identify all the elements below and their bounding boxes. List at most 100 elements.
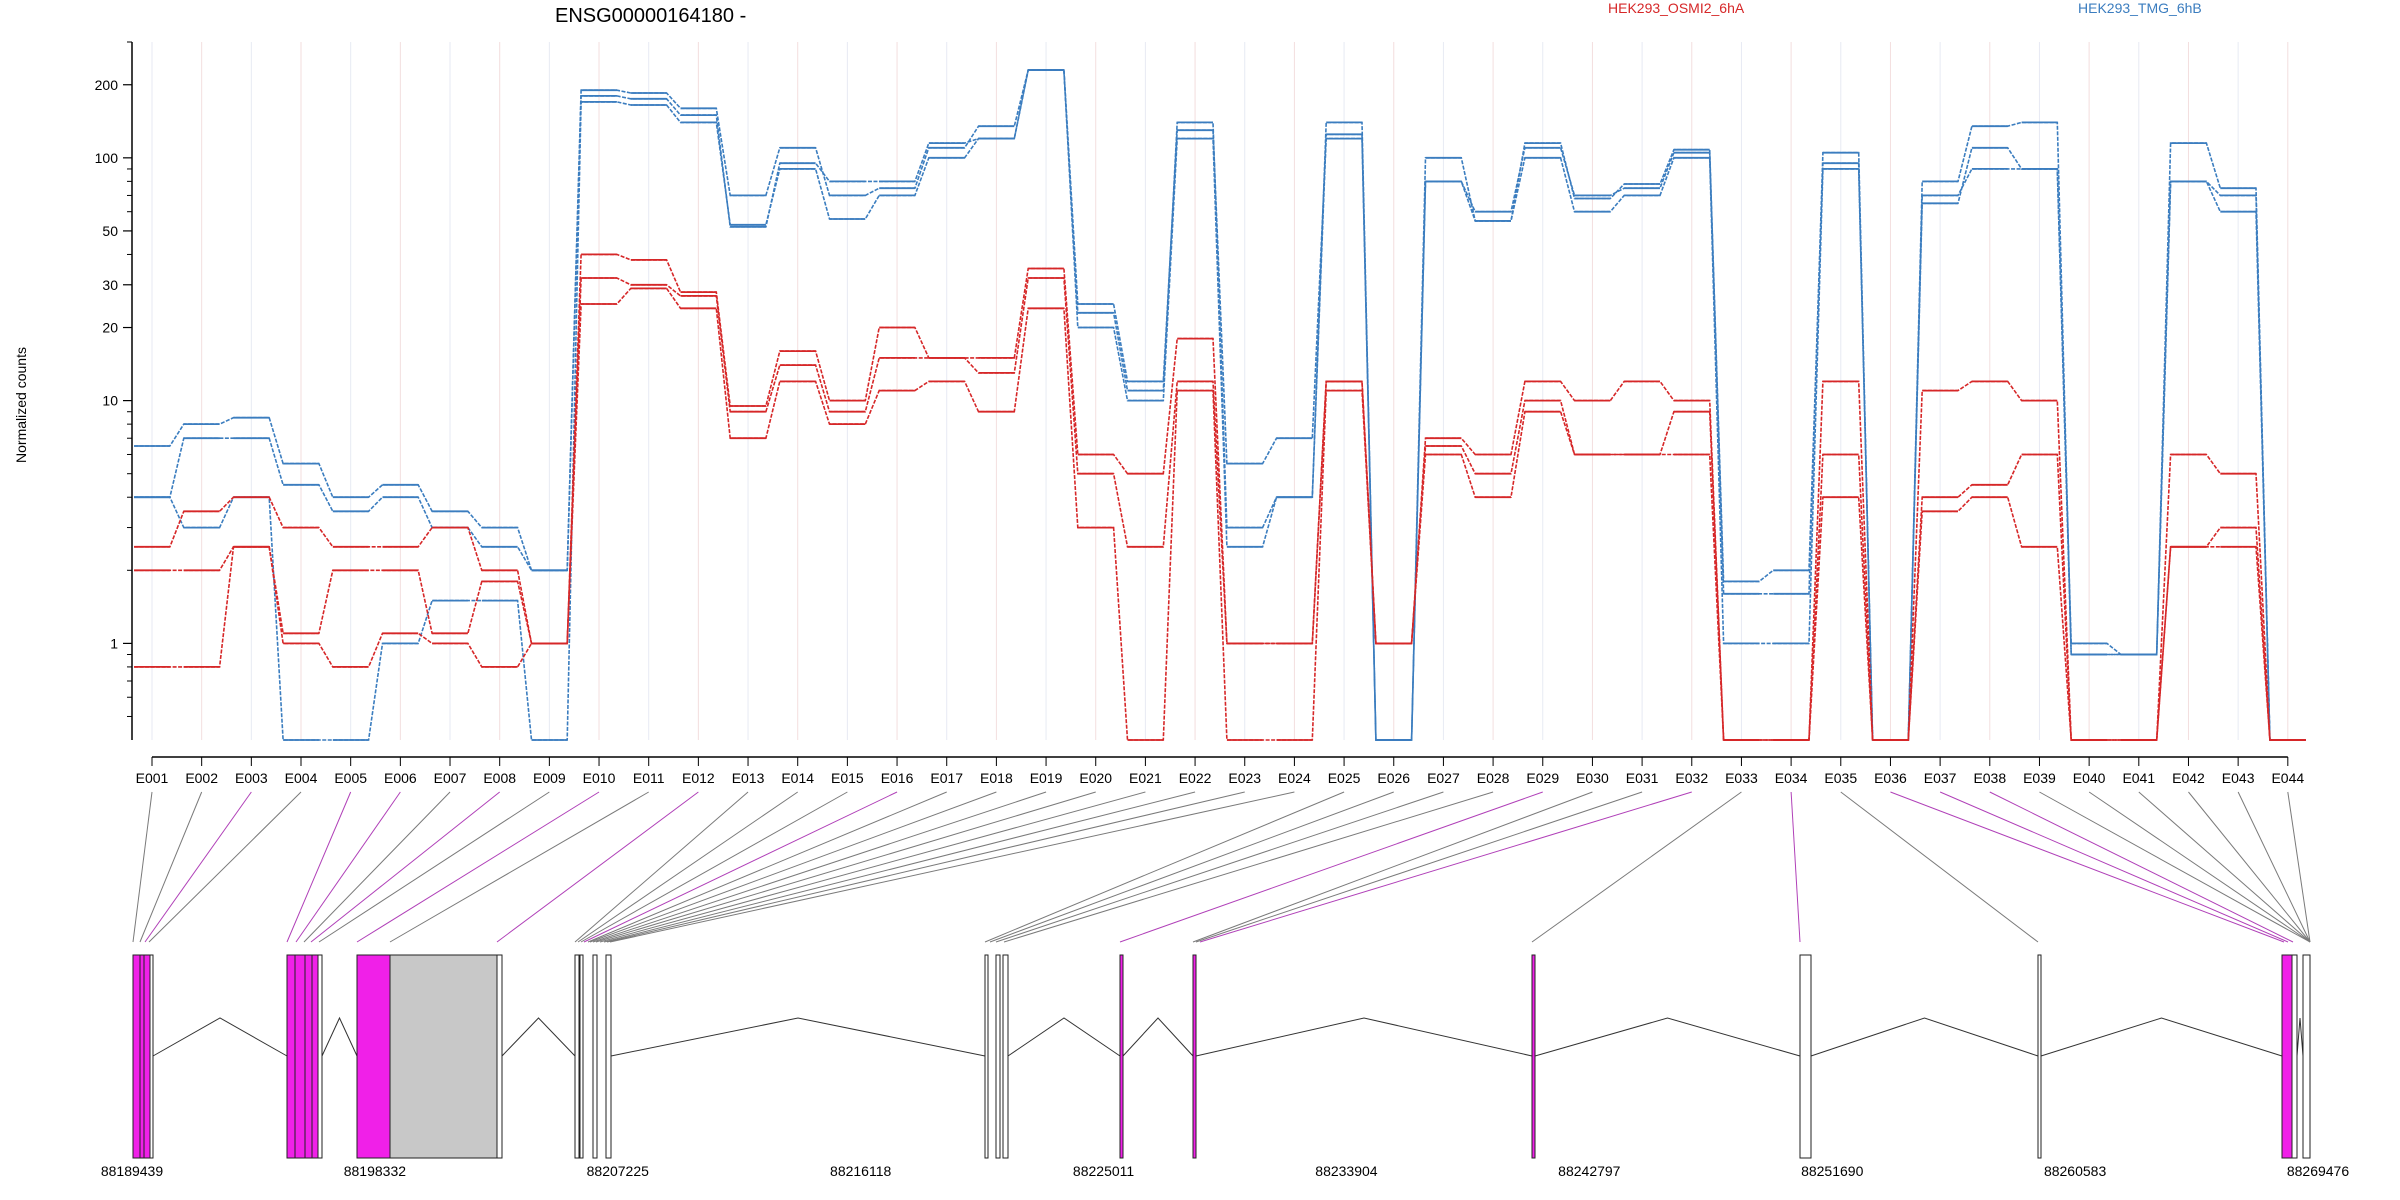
intron-line [501,1017,576,1057]
exon-connector [1192,791,1593,943]
exon-block [139,954,145,1159]
exon-connector [1890,791,2285,943]
x-tick-label: E038 [1973,770,2006,786]
genomic-tick-label: 88269476 [2287,1163,2350,1179]
series-osmi-5 [134,287,2306,741]
x-tick-label: E032 [1675,770,1708,786]
x-tick-label: E021 [1129,770,1162,786]
exon-block [2291,954,2298,1159]
exon-connector [1195,791,1643,943]
exon-block [317,954,323,1159]
series-line [134,277,2306,741]
x-tick-label: E026 [1377,770,1410,786]
x-tick-label: E006 [384,770,417,786]
exon-connector [303,791,451,943]
x-tick-label: E007 [434,770,467,786]
intron-line [152,1017,288,1057]
exon-connector [984,791,1345,943]
x-tick-label: E036 [1874,770,1907,786]
y-tick-label: 100 [95,150,119,166]
exon-connector [589,791,997,943]
intron-line [1534,1017,1801,1057]
series-tmg-1 [134,69,2306,741]
y-axis-label: Normalized counts [13,347,29,463]
exon-connector [599,791,1146,943]
x-tick-label: E023 [1228,770,1261,786]
exon-connector [577,791,798,943]
exon-block [294,954,306,1159]
x-tick-label: E017 [930,770,963,786]
x-tick-label: E016 [881,770,914,786]
series-line [134,69,2306,741]
x-tick-label: E040 [2073,770,2106,786]
exon-connector [139,791,203,943]
exon-block [304,954,313,1159]
exon-connector [606,791,1245,943]
genomic-tick-label: 88225011 [1073,1163,1134,1179]
y-axis: 1 10 20 30 50 100 200 [95,41,133,740]
exon-connector [1939,791,2289,943]
exon-connector [295,791,401,943]
x-tick-label: E020 [1079,770,1112,786]
exon-connector [1119,791,1543,943]
exon-connector [132,791,153,943]
exon-connector [595,791,1096,943]
x-tick-label: E010 [583,770,616,786]
y-tick-label: 10 [102,393,118,409]
exon-connector [592,791,1047,943]
x-tick-label: E004 [285,770,318,786]
chart-grid [151,42,2289,740]
legend-entry-tmg: HEK293_TMG_6hB [2078,0,2202,16]
genomic-tick-label: 88216118 [830,1163,891,1179]
exon-connector [144,791,252,943]
intron-line [2296,1017,2304,1057]
exon-connector [1840,791,2039,943]
x-tick-label: E033 [1725,770,1758,786]
exon-block [143,954,151,1159]
intron-line [610,1017,986,1057]
genomic-axis: 88189439 88198332 88207225 88216118 88225011… [101,1163,2350,1179]
x-tick-label: E042 [2172,770,2205,786]
x-tick-label: E025 [1328,770,1361,786]
exon-connector [356,791,600,943]
exon-connectors [132,791,2311,943]
genomic-tick-label: 88198332 [344,1163,407,1179]
exon-block [149,954,154,1159]
genomic-tick-label: 88189439 [101,1163,164,1179]
exon-block [1531,954,1536,1159]
series-tmg-0 [134,69,2306,741]
exon-block [574,954,580,1159]
exon-block [311,954,319,1159]
x-axis: E001 E002 E003 E004 E005 E006 E007 E008 E009 E010… [136,756,2304,786]
x-tick-label: E024 [1278,770,1311,786]
x-tick-label: E035 [1824,770,1857,786]
exon-block [995,954,1001,1159]
exon-connector [2088,791,2311,943]
series-line [134,69,2306,741]
genomic-tick-label: 88251690 [1801,1163,1864,1179]
intron-line [321,1016,358,1057]
x-tick-label: E013 [732,770,765,786]
x-tick-label: E009 [533,770,566,786]
exon-connector [310,791,501,943]
exon-connector [148,791,302,943]
x-tick-label: E014 [781,770,814,786]
exon-connector [2188,791,2311,943]
exon-connector [389,791,649,943]
exon-block [1799,954,1812,1159]
x-tick-label: E005 [334,770,367,786]
exon-block [2281,954,2293,1159]
exon-block [496,954,503,1159]
x-tick-label: E044 [2271,770,2304,786]
exon-connector [1989,791,2294,943]
genomic-tick-label: 88242797 [1558,1163,1621,1179]
exon-connector [603,791,1196,943]
y-tick-label: 20 [102,320,118,336]
exon-block [1192,954,1197,1159]
intron-line [2040,1017,2283,1057]
x-tick-label: E019 [1030,770,1063,786]
exon-connector [609,791,1295,943]
exon-block [1002,954,1009,1159]
intron-line [1810,1017,2039,1057]
